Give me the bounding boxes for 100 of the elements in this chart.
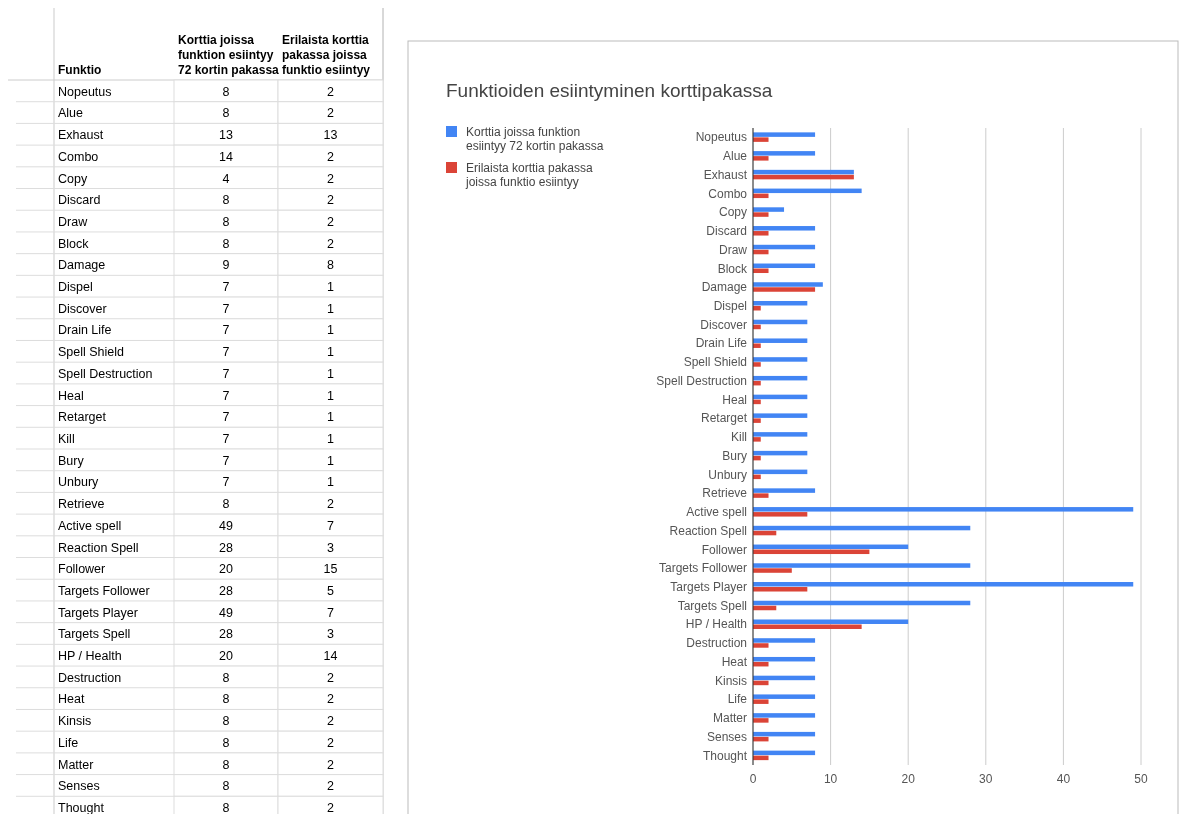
data-label: 1 (327, 366, 335, 381)
y-tick-label: Targets Player (670, 580, 747, 595)
data-label: 28 (219, 583, 233, 598)
bar (753, 587, 808, 592)
y-tick-label: Senses (58, 779, 100, 794)
data-label: 4 (222, 171, 230, 186)
data-label: 1 (327, 432, 335, 446)
x-tick-label: 0 (749, 772, 757, 786)
data-label: 2 (327, 106, 335, 121)
y-tick-label: Draw (718, 242, 748, 257)
y-tick-label: Kill (58, 432, 75, 446)
data-label: 8 (222, 106, 230, 121)
data-label: 7 (222, 453, 230, 468)
y-tick-label: Copy (718, 205, 747, 220)
y-tick-label: Exhaust (703, 167, 748, 182)
y-tick-label: Block (717, 261, 748, 276)
bar (753, 624, 862, 629)
y-tick-label: Thought (702, 748, 748, 763)
bar (753, 699, 769, 704)
data-label: 8 (222, 692, 230, 707)
data-label: 1 (327, 323, 335, 338)
bar (753, 643, 769, 648)
data-label: 1 (327, 410, 335, 425)
data-label: 7 (222, 388, 230, 403)
data-label: 8 (222, 670, 230, 685)
y-tick-label: Reaction Spell (58, 540, 139, 555)
y-tick-label: Retrieve (702, 486, 748, 501)
x-tick-label: 10 (823, 772, 838, 786)
data-label: 8 (222, 779, 230, 794)
data-label: 8 (222, 735, 230, 750)
bar (753, 156, 769, 161)
y-tick-label: Discover (58, 301, 107, 316)
y-tick-label: Heal (58, 388, 84, 403)
bar (753, 338, 808, 343)
y-tick-label: Damage (58, 258, 106, 273)
data-label: 13 (219, 128, 233, 143)
y-tick-label: Senses (706, 729, 747, 744)
data-label: 2 (327, 497, 335, 512)
data-label: 2 (327, 149, 335, 164)
data-label: 8 (222, 757, 230, 772)
data-label: 7 (222, 410, 230, 425)
data-label: 2 (327, 757, 335, 772)
data-label: 28 (219, 627, 233, 642)
data-label: 7 (327, 605, 335, 620)
y-tick-label: Life (727, 692, 748, 707)
data-label: 2 (327, 692, 335, 707)
bar (753, 437, 761, 442)
bar (753, 619, 909, 624)
y-tick-label: Discover (700, 317, 747, 332)
y-tick-label: Destruction (58, 670, 122, 685)
data-label: 9 (222, 258, 230, 273)
data-label: 20 (219, 649, 233, 664)
bar (753, 132, 816, 137)
bar (753, 212, 769, 217)
data-label: 7 (222, 323, 230, 338)
y-tick-label: Targets Spell (58, 627, 131, 642)
bar (753, 207, 785, 212)
bar (753, 568, 792, 573)
data-label: 1 (327, 280, 335, 295)
data-label: 7 (222, 345, 230, 360)
bar (753, 694, 816, 699)
bar (753, 563, 971, 568)
data-label: 13 (323, 128, 338, 143)
bar (753, 507, 1134, 512)
bar (753, 137, 769, 142)
legend-label: Korttia joissa funktion esiintyy 72 kortin pakassa (466, 125, 604, 153)
data-label: 8 (222, 497, 230, 512)
y-tick-label: Drain Life (695, 336, 748, 351)
y-tick-label: Combo (708, 186, 748, 201)
data-label: 1 (327, 453, 335, 468)
data-label: 14 (219, 149, 233, 164)
y-tick-label: Retarget (58, 410, 107, 425)
data-label: 7 (222, 475, 230, 490)
data-label: 2 (327, 84, 335, 99)
y-tick-label: Targets Follower (58, 583, 150, 598)
y-tick-label: Discard (706, 224, 747, 239)
bar (753, 151, 816, 156)
y-tick-label: Matter (58, 757, 94, 772)
data-label: 28 (219, 540, 233, 555)
x-tick-label: 50 (1134, 772, 1148, 786)
y-tick-label: Discard (58, 193, 101, 208)
data-label: 2 (327, 779, 335, 794)
data-label: 2 (327, 193, 335, 208)
bar (753, 231, 769, 236)
bar (753, 413, 808, 418)
y-tick-label: Nopeutus (58, 84, 112, 99)
data-label: 49 (219, 518, 233, 533)
bar (753, 713, 816, 718)
y-tick-label: Spell Destruction (656, 373, 747, 388)
data-label: 1 (327, 345, 335, 360)
x-tick-label: 40 (1056, 772, 1071, 786)
x-tick-label: 20 (901, 772, 916, 786)
bar (753, 418, 761, 423)
y-tick-label: Life (58, 735, 79, 750)
y-tick-label: Alue (58, 106, 84, 121)
bar (753, 226, 816, 231)
y-tick-label: Spell Shield (58, 345, 125, 360)
data-label: 1 (327, 475, 335, 490)
y-tick-label: Drain Life (58, 323, 112, 338)
y-tick-label: Draw (58, 214, 89, 229)
